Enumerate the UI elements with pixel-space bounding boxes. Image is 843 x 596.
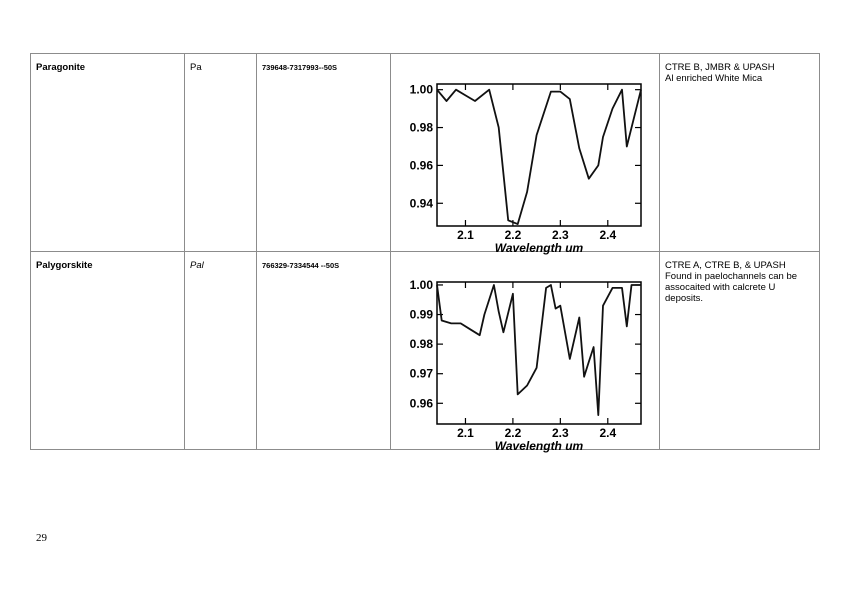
spectrum-line: [437, 90, 641, 224]
mineral-abbreviation: Pa: [185, 54, 256, 73]
sample-coordinate: 739648-7317993--50S: [257, 54, 390, 73]
mineral-name-cell: Paragonite: [31, 54, 185, 252]
y-tick-label: 1.00: [410, 278, 434, 292]
y-tick-label: 1.00: [410, 83, 434, 97]
mineral-name: Palygorskite: [31, 252, 184, 271]
y-tick-label: 0.97: [410, 367, 434, 381]
y-tick-label: 0.96: [410, 396, 434, 410]
x-tick-label: 2.2: [505, 426, 522, 440]
spectrum-cell: 1.00 0.99 0.98 0.97 0.96 2.1 2.2 2.3 2.4 Waveleng…: [391, 252, 660, 450]
sample-coordinate: 766329-7334544 --50S: [257, 252, 390, 271]
y-tick-label: 0.98: [410, 337, 434, 351]
table-row: Palygorskite Pal 766329-7334544 --50S 1.…: [31, 252, 820, 450]
mineral-table: Paragonite Pa 739648-7317993--50S 1.00 0.…: [30, 53, 820, 450]
x-tick-label: 2.3: [552, 426, 569, 440]
x-tick-label: 2.3: [552, 228, 569, 242]
notes: CTRE A, CTRE B, & UPASH Found in paeloch…: [660, 252, 819, 304]
notes-cell: CTRE B, JMBR & UPASH Al enriched White M…: [660, 54, 820, 252]
y-tick-label: 0.99: [410, 308, 434, 322]
mineral-name: Paragonite: [31, 54, 184, 73]
y-tick-label: 0.94: [410, 196, 434, 210]
notes-line: CTRE A, CTRE B, & UPASH: [665, 260, 815, 271]
notes-line: Found in paelochannels can be assocaited…: [665, 271, 815, 304]
mineral-name-cell: Palygorskite: [31, 252, 185, 450]
table-row: Paragonite Pa 739648-7317993--50S 1.00 0.…: [31, 54, 820, 252]
abbreviation-cell: Pa: [185, 54, 257, 252]
coordinate-cell: 739648-7317993--50S: [257, 54, 391, 252]
plot-frame: [437, 84, 641, 226]
x-tick-label: 2.1: [457, 426, 474, 440]
x-tick-label: 2.2: [505, 228, 522, 242]
notes-line: CTRE B, JMBR & UPASH: [665, 62, 815, 73]
page-number: 29: [36, 532, 47, 544]
spectrum-chart: 1.00 0.99 0.98 0.97 0.96 2.1 2.2 2.3 2.4 Waveleng…: [401, 274, 651, 454]
y-tick-label: 0.96: [410, 158, 434, 172]
abbreviation-cell: Pal: [185, 252, 257, 450]
x-axis-label: Wavelength um: [495, 439, 584, 453]
spectrum-line: [437, 285, 641, 415]
notes-line: Al enriched White Mica: [665, 73, 815, 84]
x-tick-label: 2.4: [599, 426, 616, 440]
mineral-abbreviation: Pal: [185, 252, 256, 271]
x-tick-label: 2.4: [599, 228, 616, 242]
y-tick-label: 0.98: [410, 121, 434, 135]
notes-cell: CTRE A, CTRE B, & UPASH Found in paeloch…: [660, 252, 820, 450]
spectrum-cell: 1.00 0.98 0.96 0.94 2.1 2.2 2.3 2.4 Wavelength u…: [391, 54, 660, 252]
x-tick-label: 2.1: [457, 228, 474, 242]
coordinate-cell: 766329-7334544 --50S: [257, 252, 391, 450]
notes: CTRE B, JMBR & UPASH Al enriched White M…: [660, 54, 819, 84]
